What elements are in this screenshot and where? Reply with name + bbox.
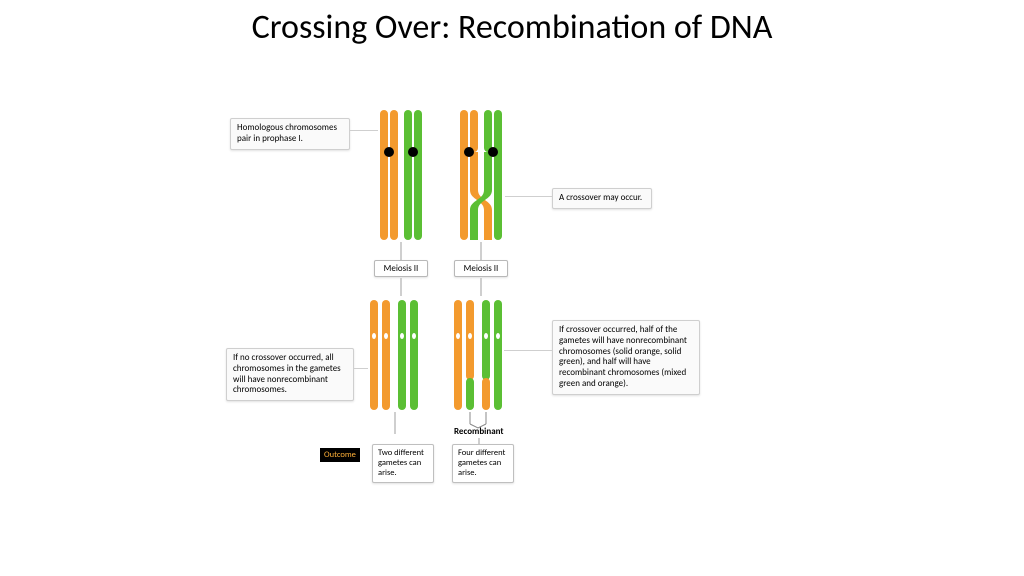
label-no-crossover: If no crossover occurred, all chromosome… [226, 348, 354, 401]
outcome-tag: Outcome [320, 448, 360, 462]
label-recombinant: Recombinant [454, 426, 504, 437]
outcome-four: Four different gametes can arise. [452, 444, 514, 483]
label-crossed: If crossover occurred, half of the gamet… [552, 320, 700, 395]
recombinant-pointer [462, 408, 502, 428]
connector-nocross [354, 368, 368, 369]
arrow-right-down2 [480, 278, 482, 296]
connector-pair [350, 130, 378, 131]
chrom-bottom-right [454, 300, 524, 420]
chrom-top-right [460, 110, 540, 250]
outcome-two: Two different gametes can arise. [372, 444, 434, 483]
arrow-left-down2 [400, 278, 402, 296]
meiosis-left: Meiosis II [374, 260, 428, 277]
chrom-bottom-left [370, 300, 440, 420]
arrow-left-out [394, 412, 396, 434]
label-pair: Homologous chromosomes pair in prophase … [230, 118, 350, 150]
chrom-top-left [380, 110, 450, 250]
connector-crossover [505, 196, 552, 197]
connector-crossed [504, 350, 552, 351]
label-crossover: A crossover may occur. [552, 188, 652, 209]
diagram-stage: Homologous chromosomes pair in prophase … [0, 100, 1024, 576]
meiosis-right: Meiosis II [454, 260, 508, 277]
page-title: Crossing Over: Recombination of DNA [0, 8, 1024, 47]
arrow-right-down [480, 242, 482, 260]
arrow-left-down [400, 242, 402, 260]
